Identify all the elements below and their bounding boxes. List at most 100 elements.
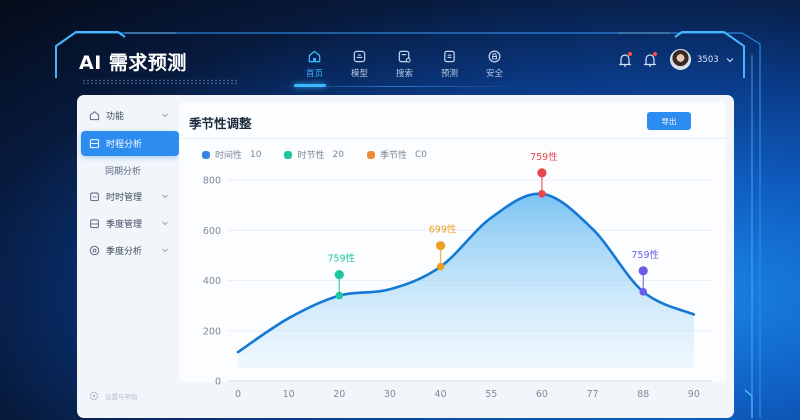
target-icon bbox=[89, 245, 100, 256]
home-icon bbox=[89, 111, 100, 121]
annotation-marker[interactable]: 759性 bbox=[631, 249, 660, 296]
sidebar-item-label: 时时管理 bbox=[106, 193, 143, 203]
nav-tab-model[interactable]: 模型 bbox=[337, 49, 382, 79]
clipboard-icon bbox=[90, 192, 99, 202]
legend-label: 季节性 bbox=[379, 151, 407, 161]
x-tick-label: 10 bbox=[283, 389, 295, 400]
header-actions: 3503 bbox=[618, 49, 734, 70]
lock-circle-icon bbox=[488, 50, 501, 63]
x-tick-label: 20 bbox=[333, 389, 345, 400]
avatar[interactable] bbox=[670, 49, 691, 70]
sidebar-footer-label: 设置与帮助 bbox=[105, 393, 138, 401]
notification-button[interactable] bbox=[618, 51, 632, 68]
nav-tab-label: 预测 bbox=[440, 69, 458, 79]
x-tick-label: 0 bbox=[235, 389, 241, 400]
sidebar-item-label: 季度分析 bbox=[106, 247, 143, 257]
calendar-icon bbox=[89, 139, 100, 149]
chart-annotations: 759性 699性 759性 759性 bbox=[327, 151, 660, 300]
settings-icon bbox=[89, 391, 99, 401]
legend-label: 时间性 bbox=[215, 151, 243, 161]
legend-swatch bbox=[366, 150, 375, 159]
legend-item[interactable]: 季节性 C0 bbox=[366, 148, 427, 161]
x-tick-label: 40 bbox=[435, 389, 447, 400]
title-decoration bbox=[82, 79, 237, 84]
sidebar-item-timeline-analysis[interactable]: 时程分析 bbox=[81, 131, 179, 156]
chart-legend: 时间性 10 时节性 20 季节性 C0 bbox=[202, 148, 450, 161]
x-axis-ticks: 0 10 20 30 40 55 60 77 88 90 bbox=[235, 389, 700, 400]
annotation-label: 759性 bbox=[631, 249, 659, 261]
annotation-label: 699性 bbox=[429, 224, 457, 236]
notification-badge bbox=[628, 51, 632, 56]
legend-item[interactable]: 时节性 20 bbox=[284, 148, 344, 161]
folder-icon bbox=[90, 219, 99, 229]
chevron-down-icon[interactable] bbox=[726, 56, 734, 64]
nav-baseline bbox=[272, 86, 522, 87]
annotation-marker[interactable]: 759性 bbox=[530, 151, 558, 198]
x-tick-label: 60 bbox=[536, 389, 548, 400]
sidebar: 功能 时程分析 同期分析 时时管理 季度管理 季度分析 设置与帮助 bbox=[77, 95, 181, 418]
card-divider bbox=[179, 138, 726, 139]
chevron-down-icon bbox=[162, 113, 168, 118]
tablet-icon bbox=[444, 50, 455, 63]
document-search-icon bbox=[398, 50, 411, 63]
sidebar-item-quarter-management[interactable]: 季度管理 bbox=[81, 211, 179, 236]
user-name[interactable]: 3503 bbox=[697, 54, 719, 65]
export-button[interactable]: 导出 bbox=[647, 112, 691, 130]
sidebar-item-label: 季度管理 bbox=[106, 220, 143, 230]
nav-tab-label: 安全 bbox=[485, 69, 503, 79]
y-tick-label: 0 bbox=[215, 377, 221, 388]
legend-item[interactable]: 时间性 10 bbox=[202, 148, 261, 161]
x-tick-label: 90 bbox=[688, 389, 700, 400]
legend-swatch bbox=[284, 150, 293, 159]
y-tick-label: 600 bbox=[203, 226, 221, 237]
y-tick-label: 800 bbox=[203, 176, 221, 187]
x-tick-label: 55 bbox=[485, 389, 497, 400]
legend-value: 20 bbox=[332, 149, 344, 160]
y-axis-ticks: 0 200 400 600 800 bbox=[203, 176, 221, 388]
x-tick-label: 88 bbox=[637, 389, 649, 400]
legend-value: C0 bbox=[414, 149, 427, 160]
app-title: AI 需求预测 bbox=[79, 52, 187, 74]
nav-tab-home[interactable]: 首页 bbox=[292, 49, 337, 79]
nav-tab-label: 模型 bbox=[350, 69, 368, 79]
chevron-down-icon bbox=[162, 248, 168, 253]
legend-label: 时节性 bbox=[297, 151, 325, 161]
alert-button[interactable] bbox=[643, 51, 657, 68]
annotation-marker[interactable]: 759性 bbox=[327, 253, 356, 300]
sidebar-item-quarter-analysis[interactable]: 季度分析 bbox=[81, 238, 179, 263]
top-nav: 首页 模型 搜索 预测 安全 bbox=[292, 49, 517, 79]
home-icon bbox=[308, 50, 321, 63]
sidebar-item-label: 同期分析 bbox=[105, 167, 142, 177]
x-tick-label: 30 bbox=[384, 389, 396, 400]
annotation-label: 759性 bbox=[327, 253, 355, 265]
bell-icon bbox=[643, 53, 657, 67]
notification-badge bbox=[653, 51, 657, 56]
sidebar-item-features[interactable]: 功能 bbox=[81, 103, 179, 128]
y-tick-label: 400 bbox=[203, 276, 221, 287]
x-tick-label: 77 bbox=[587, 389, 599, 400]
legend-value: 10 bbox=[250, 149, 262, 160]
annotation-marker[interactable]: 699性 bbox=[429, 224, 457, 271]
nav-tab-search[interactable]: 搜索 bbox=[382, 49, 427, 79]
nav-tab-label: 搜索 bbox=[395, 69, 413, 79]
annotation-label: 759性 bbox=[530, 151, 558, 163]
nav-tab-label: 首页 bbox=[305, 69, 323, 79]
card-title: 季节性调整 bbox=[189, 116, 252, 131]
nav-tab-security[interactable]: 安全 bbox=[472, 49, 517, 79]
y-tick-label: 200 bbox=[203, 326, 221, 337]
chart-line bbox=[236, 192, 696, 354]
sidebar-item-period-analysis[interactable]: 同期分析 bbox=[81, 158, 179, 183]
sidebar-item-label: 时程分析 bbox=[106, 140, 143, 150]
sidebar-item-time-management[interactable]: 时时管理 bbox=[81, 184, 179, 209]
legend-swatch bbox=[202, 150, 210, 159]
bell-icon bbox=[618, 53, 632, 67]
sidebar-item-label: 功能 bbox=[106, 112, 125, 122]
inbox-icon bbox=[353, 50, 366, 63]
chart-area bbox=[238, 193, 694, 368]
chevron-down-icon bbox=[162, 221, 168, 226]
nav-tab-forecast[interactable]: 预测 bbox=[427, 49, 472, 79]
sidebar-footer-settings[interactable]: 设置与帮助 bbox=[89, 391, 138, 401]
nav-active-indicator bbox=[294, 84, 326, 87]
chevron-down-icon bbox=[162, 194, 168, 199]
